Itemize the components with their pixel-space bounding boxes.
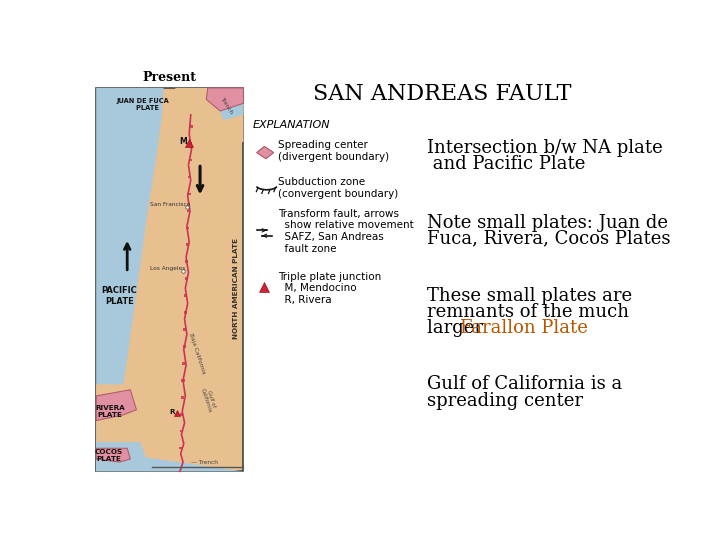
Text: NORTH AMERICAN PLATE: NORTH AMERICAN PLATE bbox=[233, 238, 239, 339]
Polygon shape bbox=[206, 88, 243, 111]
Bar bbox=[183, 345, 186, 348]
Text: PACIFIC
PLATE: PACIFIC PLATE bbox=[102, 286, 138, 306]
Text: JUAN DE FUCA
    PLATE: JUAN DE FUCA PLATE bbox=[117, 98, 169, 111]
Text: spreading center: spreading center bbox=[427, 392, 583, 409]
Bar bbox=[189, 125, 193, 127]
Bar bbox=[184, 311, 186, 314]
Bar bbox=[186, 226, 189, 229]
Text: Intersection b/w NA plate: Intersection b/w NA plate bbox=[427, 139, 663, 157]
Text: San Francisco: San Francisco bbox=[150, 202, 190, 207]
Text: remnants of the much: remnants of the much bbox=[427, 303, 629, 321]
Text: Subduction zone
(convergent boundary): Subduction zone (convergent boundary) bbox=[279, 177, 399, 199]
Text: — Trench: — Trench bbox=[192, 461, 218, 465]
Bar bbox=[180, 430, 183, 433]
Polygon shape bbox=[175, 88, 243, 148]
Bar bbox=[188, 176, 191, 178]
Text: Transform fault, arrows
  show relative movement
  SAFZ, San Andreas
  fault zon: Transform fault, arrows show relative mo… bbox=[279, 209, 414, 253]
Text: Spreading center
(divergent boundary): Spreading center (divergent boundary) bbox=[279, 140, 390, 162]
Text: RIVERA
PLATE: RIVERA PLATE bbox=[95, 405, 125, 418]
Text: M: M bbox=[179, 137, 187, 146]
Text: Los Angeles: Los Angeles bbox=[150, 266, 185, 271]
Polygon shape bbox=[96, 88, 163, 471]
Bar bbox=[181, 413, 184, 416]
Text: and Pacific Plate: and Pacific Plate bbox=[427, 155, 585, 173]
Polygon shape bbox=[96, 390, 137, 421]
Bar bbox=[183, 328, 186, 331]
Text: Present: Present bbox=[143, 71, 197, 84]
Text: Gulf of California is a: Gulf of California is a bbox=[427, 375, 622, 393]
Polygon shape bbox=[96, 442, 243, 471]
Bar bbox=[186, 244, 189, 246]
Text: EXPLANATION: EXPLANATION bbox=[253, 120, 330, 130]
Polygon shape bbox=[212, 88, 243, 120]
Text: Note small plates: Juan de: Note small plates: Juan de bbox=[427, 214, 668, 232]
Polygon shape bbox=[96, 448, 130, 462]
Polygon shape bbox=[96, 384, 137, 471]
Polygon shape bbox=[256, 146, 274, 159]
Bar bbox=[187, 193, 191, 195]
Bar bbox=[189, 159, 192, 161]
Text: Triple plate junction
  M, Mendocino
  R, Rivera: Triple plate junction M, Mendocino R, Ri… bbox=[279, 272, 382, 305]
Text: Gulf of
California: Gulf of California bbox=[199, 386, 217, 413]
Bar bbox=[96, 88, 243, 471]
Bar bbox=[185, 278, 188, 280]
Bar bbox=[184, 294, 187, 297]
Bar bbox=[181, 396, 184, 399]
Text: Fuca, Rivera, Cocos Plates: Fuca, Rivera, Cocos Plates bbox=[427, 230, 670, 248]
Bar bbox=[187, 210, 190, 212]
Text: larger: larger bbox=[427, 319, 489, 337]
Bar bbox=[179, 447, 182, 449]
Text: These small plates are: These small plates are bbox=[427, 287, 632, 305]
Bar bbox=[189, 142, 192, 145]
Text: R: R bbox=[169, 409, 175, 415]
Text: SAN ANDREAS FAULT: SAN ANDREAS FAULT bbox=[313, 83, 572, 105]
Bar bbox=[182, 362, 185, 364]
Bar bbox=[185, 260, 189, 263]
Bar bbox=[181, 379, 184, 382]
Text: COCOS
PLATE: COCOS PLATE bbox=[94, 449, 122, 462]
Text: Baja California: Baja California bbox=[188, 333, 206, 375]
Text: Farallon Plate: Farallon Plate bbox=[461, 319, 588, 337]
Text: Trench: Trench bbox=[219, 96, 233, 115]
